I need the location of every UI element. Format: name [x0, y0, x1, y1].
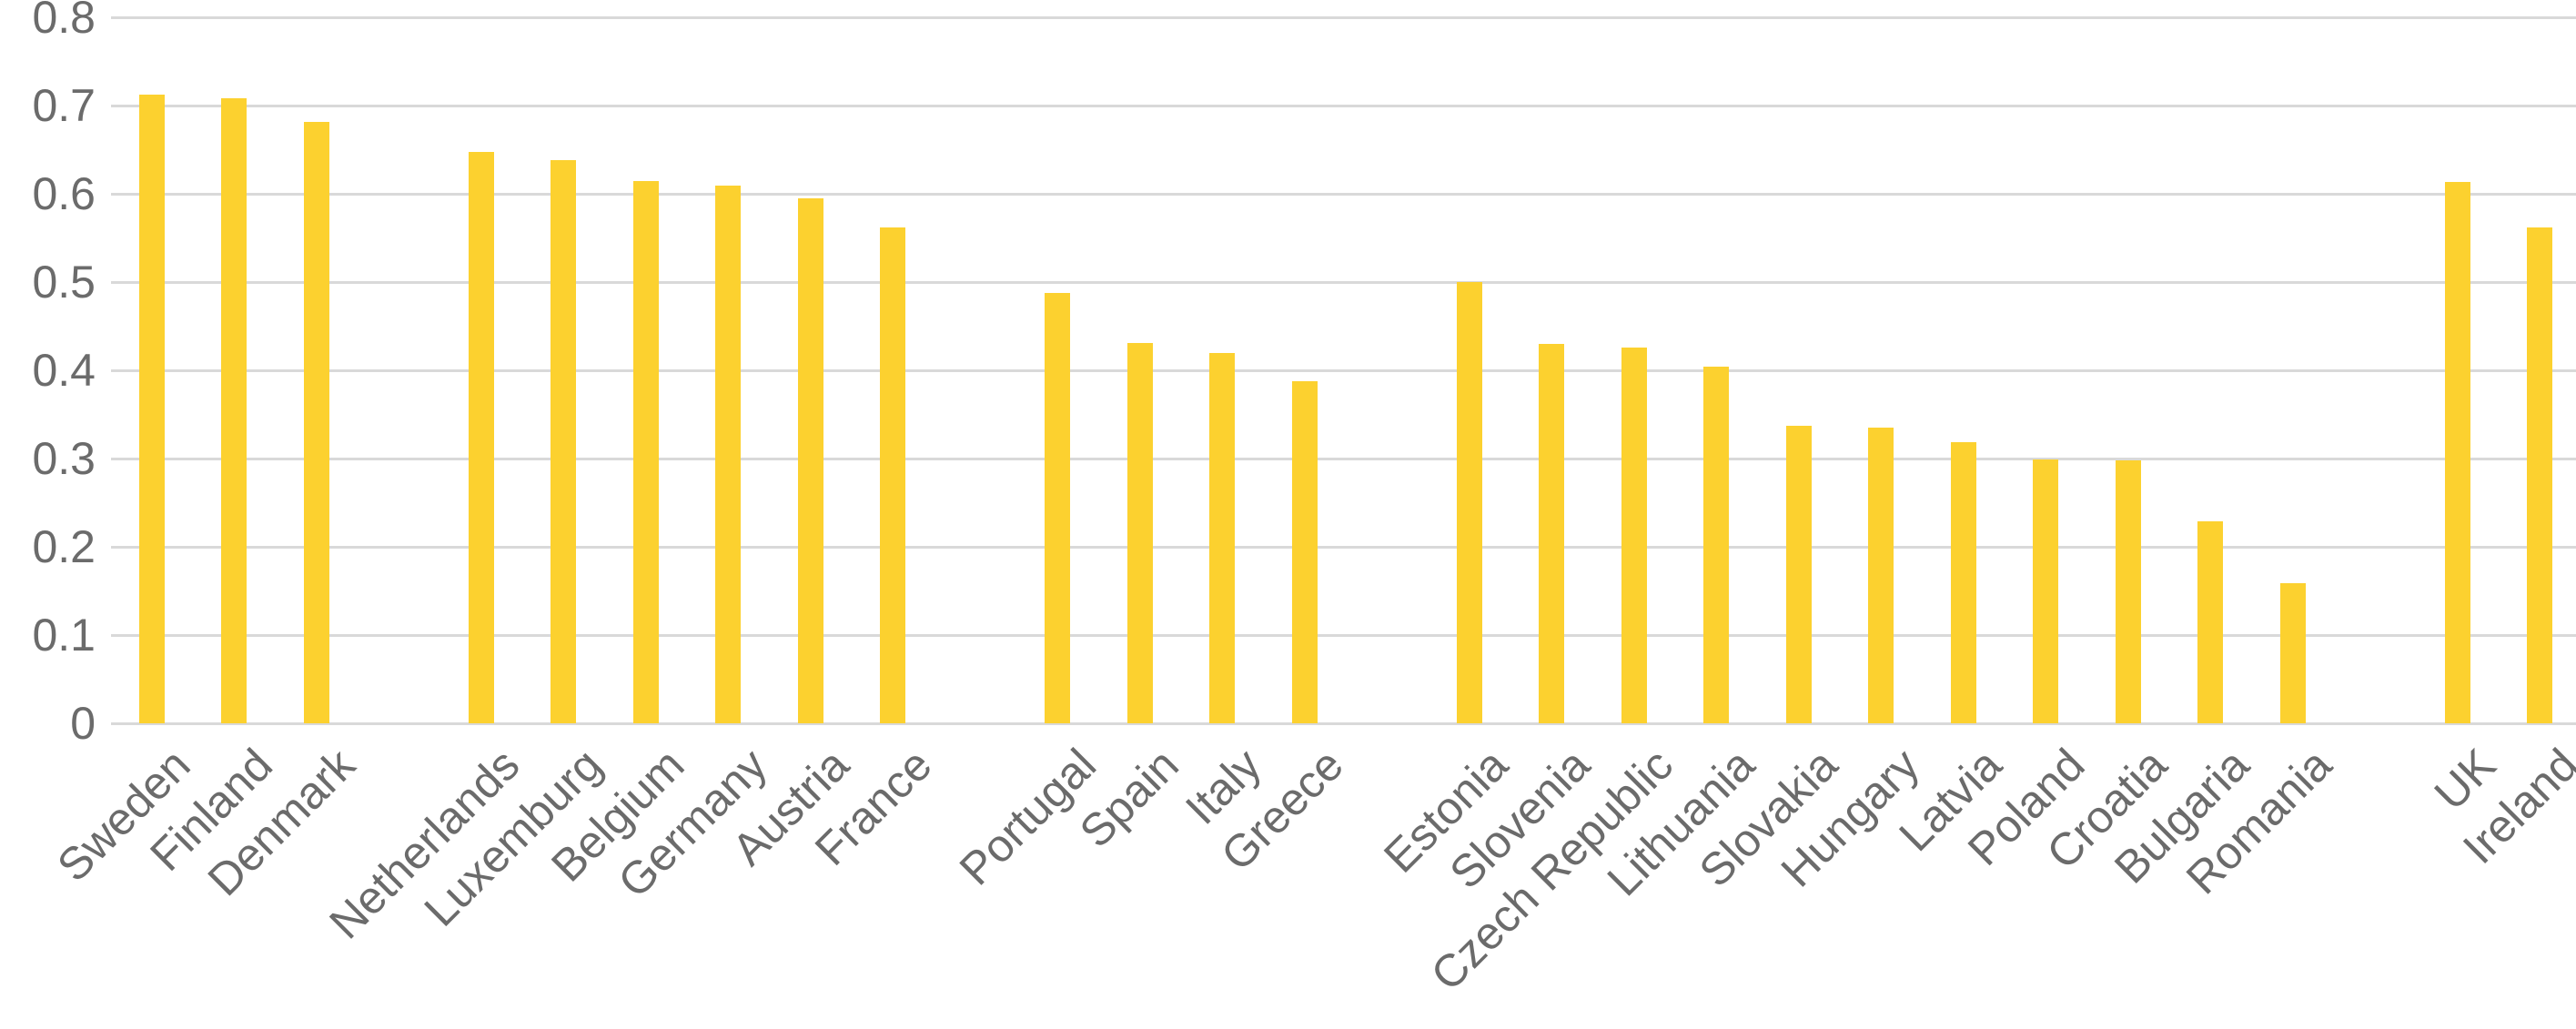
gridline — [111, 721, 2576, 725]
bar-finland — [221, 98, 247, 723]
bar-lithuania — [1703, 367, 1730, 723]
bar-portugal — [1045, 292, 1071, 723]
bar-netherlands — [468, 152, 494, 723]
bar-spain — [1126, 342, 1153, 723]
gridline — [111, 368, 2576, 372]
gridline — [111, 192, 2576, 196]
bar-slovenia — [1539, 343, 1565, 723]
bar-uk — [2444, 182, 2470, 723]
y-tick-label: 0 — [70, 698, 96, 749]
bar-belgium — [632, 181, 659, 723]
bar-latvia — [1950, 441, 1976, 723]
bar-sweden — [138, 95, 165, 723]
y-tick-label: 0.4 — [32, 345, 96, 396]
gridline — [111, 280, 2576, 284]
y-tick-label: 0.7 — [32, 80, 96, 131]
bar-greece — [1291, 380, 1318, 723]
y-tick-label: 0.3 — [32, 433, 96, 484]
y-tick-label: 0.6 — [32, 168, 96, 219]
bar-romania — [2279, 582, 2306, 723]
y-tick-label: 0.1 — [32, 610, 96, 661]
bar-france — [880, 227, 906, 723]
bar-ireland — [2527, 227, 2553, 723]
y-tick-label: 0.2 — [32, 521, 96, 572]
bar-czech-republic — [1621, 347, 1647, 723]
bar-bulgaria — [2197, 520, 2224, 723]
y-tick-label: 0.8 — [32, 0, 96, 43]
bar-denmark — [303, 122, 329, 723]
gridline — [111, 545, 2576, 549]
gridline — [111, 15, 2576, 19]
gridline — [111, 633, 2576, 637]
bar-italy — [1209, 352, 1236, 723]
bar-hungary — [1868, 428, 1894, 723]
bar-croatia — [2115, 459, 2141, 723]
y-tick-label: 0.5 — [32, 257, 96, 308]
bar-austria — [797, 197, 823, 723]
bar-estonia — [1456, 282, 1482, 723]
bar-poland — [2033, 459, 2059, 723]
bar-slovakia — [1785, 426, 1812, 723]
gridline — [111, 104, 2576, 107]
gridline — [111, 457, 2576, 460]
bar-germany — [715, 186, 742, 723]
bar-luxemburg — [551, 160, 577, 723]
